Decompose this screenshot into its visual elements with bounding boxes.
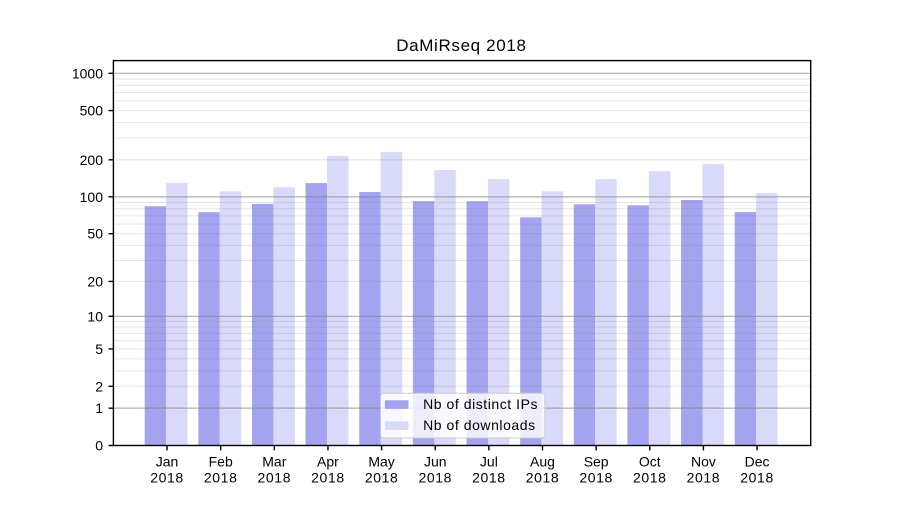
svg-text:May: May xyxy=(368,453,394,469)
svg-text:2018: 2018 xyxy=(740,469,774,485)
svg-text:2018: 2018 xyxy=(258,469,292,485)
svg-text:DaMiRseq 2018: DaMiRseq 2018 xyxy=(396,36,526,55)
svg-text:Apr: Apr xyxy=(317,453,339,469)
svg-text:Aug: Aug xyxy=(530,453,555,469)
svg-text:2018: 2018 xyxy=(687,469,721,485)
svg-text:Mar: Mar xyxy=(262,453,286,469)
svg-text:2018: 2018 xyxy=(311,469,345,485)
svg-text:0: 0 xyxy=(95,438,103,454)
svg-text:500: 500 xyxy=(80,103,104,119)
svg-text:10: 10 xyxy=(87,308,103,324)
svg-text:50: 50 xyxy=(87,226,103,242)
svg-text:200: 200 xyxy=(80,152,104,168)
svg-text:Nov: Nov xyxy=(691,453,716,469)
svg-text:2018: 2018 xyxy=(526,469,560,485)
svg-text:100: 100 xyxy=(80,189,104,205)
svg-text:Jan: Jan xyxy=(156,453,179,469)
svg-text:5: 5 xyxy=(95,341,103,357)
svg-text:2018: 2018 xyxy=(633,469,667,485)
svg-text:2018: 2018 xyxy=(579,469,613,485)
svg-text:2018: 2018 xyxy=(418,469,452,485)
svg-text:1000: 1000 xyxy=(72,65,103,81)
svg-text:2018: 2018 xyxy=(472,469,506,485)
svg-text:2018: 2018 xyxy=(204,469,238,485)
svg-text:2018: 2018 xyxy=(365,469,399,485)
svg-text:Dec: Dec xyxy=(745,453,770,469)
svg-text:Nb of distinct IPs: Nb of distinct IPs xyxy=(423,396,538,412)
svg-text:Feb: Feb xyxy=(209,453,233,469)
svg-text:Jun: Jun xyxy=(424,453,447,469)
svg-text:20: 20 xyxy=(87,273,103,289)
svg-text:Jul: Jul xyxy=(480,453,498,469)
svg-text:Nb of downloads: Nb of downloads xyxy=(423,417,536,433)
svg-text:2018: 2018 xyxy=(150,469,184,485)
svg-text:2: 2 xyxy=(95,378,103,394)
svg-text:Oct: Oct xyxy=(639,453,661,469)
svg-text:1: 1 xyxy=(95,400,103,416)
svg-text:Sep: Sep xyxy=(584,453,609,469)
